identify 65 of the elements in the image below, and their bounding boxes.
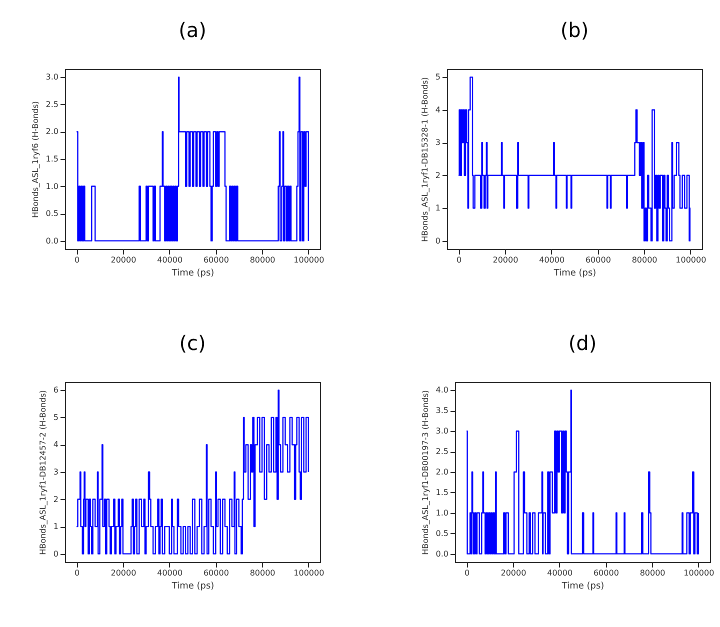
y-tick-label: 4 [435,105,440,114]
y-tick-label: 2.0 [46,127,58,136]
x-tick-label: 0 [74,256,80,264]
y-tick-label: 4.0 [436,386,448,395]
y-tick-label: 0 [53,549,58,558]
x-tick-label: 60000 [593,568,619,578]
x-tick-label: 100000 [294,568,324,578]
y-tick-label: 5 [53,412,58,422]
y-tick-label: 5 [435,72,440,82]
x-tick-label: 100000 [684,568,714,578]
chart-title: (d) [568,331,597,355]
y-tick-label: 2 [53,494,58,504]
x-tick-label: 80000 [250,256,276,264]
x-tick-label: 80000 [640,568,666,578]
y-tick-label: 6 [53,386,58,395]
y-tick-label: 2.5 [46,100,58,109]
y-axis-title: HBonds_ASL_1ryf1-DB00197-3 (H-Bonds) [420,390,430,555]
x-tick-label: 60000 [203,256,229,264]
x-tick-label: 40000 [157,256,183,264]
x-tick-label: 60000 [203,568,229,578]
y-tick-label: 3.5 [436,406,448,416]
y-tick-label: 1.0 [46,182,58,191]
x-tick-label: 40000 [539,256,565,264]
x-tick-label: 20000 [492,256,518,264]
y-tick-label: 3.0 [46,72,58,82]
y-tick-label: 1.5 [46,154,58,164]
x-tick-label: 40000 [157,568,183,578]
y-tick-label: 3 [435,138,440,148]
y-tick-label: 3.0 [436,426,448,436]
y-axis-title: HBonds_ASL_1ryf1-DB15328-1 (H-Bonds) [420,77,430,242]
y-tick-label: 0.5 [436,528,448,538]
y-tick-label: 1 [435,204,440,213]
y-tick-label: 2.0 [436,468,448,476]
y-tick-label: 4 [53,440,58,450]
x-tick-label: 80000 [250,568,276,578]
y-axis-title: HBonds_ASL_1ryf1-DB12457-2 (H-Bonds) [38,390,48,555]
x-axis-title: Time (ps) [170,268,214,278]
x-tick-label: 100000 [294,256,324,264]
y-tick-label: 2.5 [436,447,448,456]
y-tick-label: 1.5 [436,488,448,497]
x-tick-label: 0 [456,256,462,264]
x-axis-title: Time (ps) [552,268,596,278]
x-axis-title: Time (ps) [170,582,214,592]
y-tick-label: 3 [53,468,58,476]
x-tick-label: 20000 [110,256,136,264]
chart-title: (a) [178,18,206,42]
y-tick-label: 0 [435,236,440,246]
y-tick-label: 0.0 [436,549,448,558]
chart-title: (c) [179,331,206,355]
y-tick-label: 0.5 [46,209,58,218]
x-axis-title: Time (ps) [560,582,604,592]
x-tick-label: 40000 [547,568,573,578]
x-tick-label: 0 [74,568,80,578]
x-tick-label: 100000 [676,256,706,264]
x-tick-label: 0 [464,568,470,578]
x-tick-label: 80000 [632,256,658,264]
chart-title: (b) [560,18,589,42]
x-tick-label: 20000 [500,568,526,578]
y-axis-title: HBonds_ASL_1ryf6 (H-Bonds) [30,101,40,218]
y-tick-label: 1 [53,522,58,532]
y-tick-label: 1.0 [436,508,448,518]
y-tick-label: 0.0 [46,236,58,246]
x-tick-label: 20000 [110,568,136,578]
x-tick-label: 60000 [585,256,611,264]
y-tick-label: 2 [435,170,440,180]
